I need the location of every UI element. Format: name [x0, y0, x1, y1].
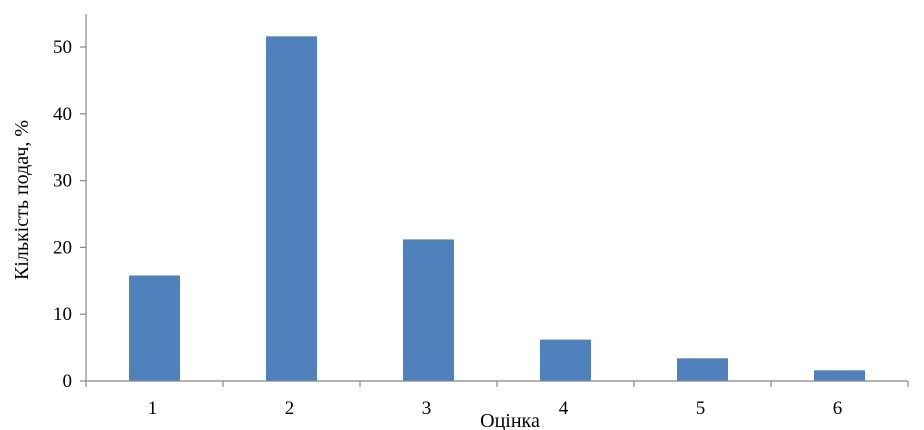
bar-2	[266, 36, 317, 381]
x-tick-label: 4	[559, 398, 569, 419]
y-axis-title: Кількість подач, %	[11, 120, 33, 280]
y-ticks-group: 0 10 20 30 40 50	[53, 37, 86, 392]
y-tick-label: 40	[53, 104, 72, 125]
bar-4	[540, 339, 591, 381]
y-tick-label: 20	[53, 237, 72, 258]
bars-group	[129, 36, 865, 381]
y-tick-label: 30	[53, 171, 72, 192]
bar-5	[677, 358, 728, 381]
bar-1	[129, 275, 180, 381]
x-tick-label: 5	[696, 398, 706, 419]
x-tick-label: 1	[148, 398, 158, 419]
x-tick-label: 3	[422, 398, 432, 419]
x-ticks-group: 1 2 3 4 5 6	[85, 381, 909, 419]
bar-3	[403, 239, 454, 381]
x-axis-title: Оцінка	[480, 410, 540, 430]
x-tick-label: 2	[285, 398, 295, 419]
y-tick-label: 0	[63, 371, 73, 392]
x-tick-label: 6	[833, 398, 843, 419]
y-tick-label: 10	[53, 304, 72, 325]
bar-6	[814, 370, 865, 381]
y-tick-label: 50	[53, 37, 72, 58]
